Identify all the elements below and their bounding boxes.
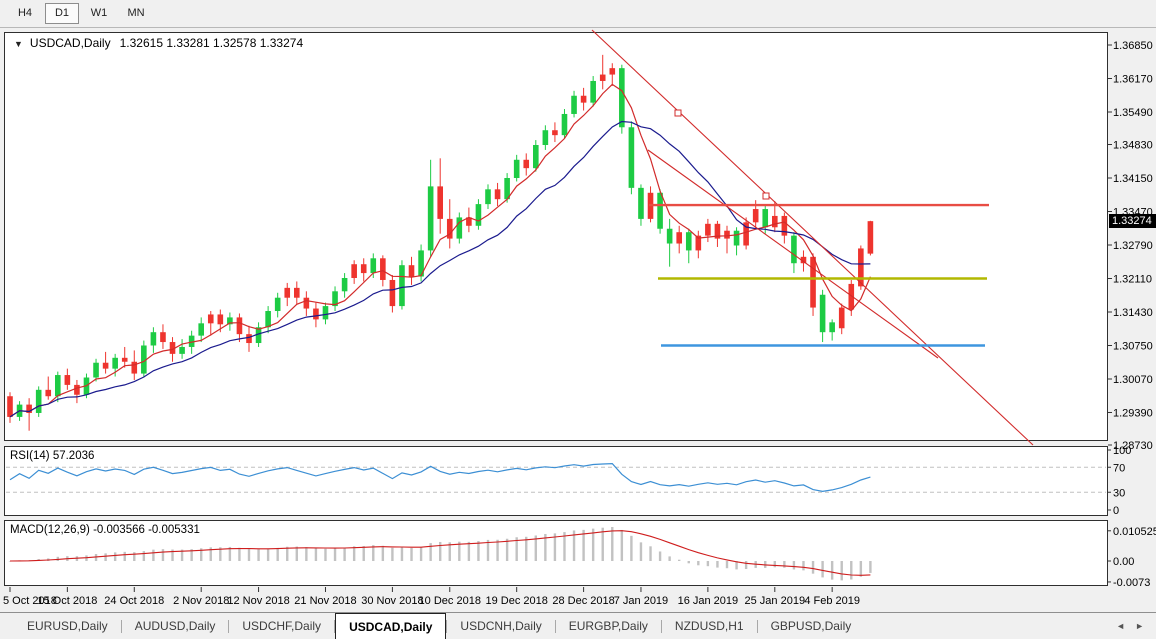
current-price-badge: 1.33274 <box>1109 214 1156 228</box>
macd-axis: 0.010525 0.00 -0.0073 <box>1108 526 1156 589</box>
svg-text:1.32110: 1.32110 <box>1113 273 1152 285</box>
tab-scroll-left-icon[interactable]: ◄ <box>1116 621 1126 631</box>
svg-text:1.35490: 1.35490 <box>1113 107 1153 119</box>
rsi-axis: 100 70 30 0 <box>1108 445 1131 517</box>
panel-frames <box>4 32 1108 586</box>
svg-text:1.31430: 1.31430 <box>1113 307 1153 319</box>
svg-text:19 Dec 2018: 19 Dec 2018 <box>485 595 547 607</box>
timeframe-tab-W1[interactable]: W1 <box>90 7 108 19</box>
rsi-indicator-label: RSI(14) 57.2036 <box>10 450 95 462</box>
rsi-line <box>9 462 871 493</box>
macd-indicator-label: MACD(12,26,9) -0.003566 -0.005331 <box>10 524 200 536</box>
timeframe-tab-D1[interactable]: D1 <box>45 3 79 24</box>
trendline-handle <box>674 109 682 117</box>
macd-signal-line <box>9 530 871 576</box>
svg-text:30 Nov 2018: 30 Nov 2018 <box>361 595 423 607</box>
candlestick-series <box>7 54 874 431</box>
symbol-tab-NZDUSD-H1[interactable]: NZDUSD,H1 <box>674 618 744 633</box>
fast-ma-line <box>9 83 871 418</box>
svg-text:1.30750: 1.30750 <box>1113 340 1153 352</box>
svg-text:1.34830: 1.34830 <box>1113 140 1153 152</box>
svg-text:1.30070: 1.30070 <box>1113 374 1153 386</box>
tab-separator <box>446 619 448 633</box>
chart-symbol-label: USDCAD,Daily <box>29 36 111 50</box>
svg-text:16 Jan 2019: 16 Jan 2019 <box>678 595 739 607</box>
svg-text:100: 100 <box>1113 445 1131 457</box>
svg-text:7 Jan 2019: 7 Jan 2019 <box>614 595 668 607</box>
svg-text:1.29390: 1.29390 <box>1113 407 1153 419</box>
svg-text:15 Oct 2018: 15 Oct 2018 <box>37 595 97 607</box>
tab-separator <box>120 619 122 633</box>
symbol-tab-EURUSD-Daily[interactable]: EURUSD,Daily <box>27 618 108 633</box>
svg-text:2 Nov 2018: 2 Nov 2018 <box>173 595 229 607</box>
descending-trendline-main[interactable] <box>591 29 1034 446</box>
timeframe-tab-H4[interactable]: H4 <box>17 7 33 19</box>
svg-text:70: 70 <box>1113 462 1125 474</box>
symbol-tab-USDCAD-Daily[interactable]: USDCAD,Daily <box>335 613 447 639</box>
chart-ohlc-values: 1.32615 1.33281 1.32578 1.33274 <box>119 36 304 50</box>
svg-text:28 Dec 2018: 28 Dec 2018 <box>552 595 614 607</box>
svg-text:10 Dec 2018: 10 Dec 2018 <box>419 595 481 607</box>
svg-text:1.36850: 1.36850 <box>1113 40 1153 52</box>
svg-text:1.36170: 1.36170 <box>1113 74 1153 86</box>
chart-title: ▼ USDCAD,Daily 1.32615 1.33281 1.32578 1.3… <box>14 36 303 50</box>
tab-separator <box>228 619 230 633</box>
svg-text:21 Nov 2018: 21 Nov 2018 <box>294 595 356 607</box>
svg-text:1.28730: 1.28730 <box>1113 440 1153 452</box>
symbol-dropdown-icon[interactable]: ▼ <box>14 39 23 49</box>
descending-trendline-secondary[interactable] <box>647 149 939 359</box>
svg-text:25 Jan 2019: 25 Jan 2019 <box>745 595 806 607</box>
timeframe-toolbar: H4 D1 W1 MN <box>0 0 1156 28</box>
trendline-handle <box>762 192 770 200</box>
svg-text:1.32790: 1.32790 <box>1113 240 1153 252</box>
symbol-tab-AUDUSD-Daily[interactable]: AUDUSD,Daily <box>134 618 216 633</box>
tab-separator <box>554 619 556 633</box>
symbol-tab-GBPUSD-Daily[interactable]: GBPUSD,Daily <box>770 618 852 633</box>
tab-separator <box>660 619 662 633</box>
svg-text:5 Oct 2018: 5 Oct 2018 <box>3 595 57 607</box>
svg-text:1.34150: 1.34150 <box>1113 173 1153 185</box>
svg-text:30: 30 <box>1113 487 1125 499</box>
symbol-tabbar: EURUSD,Daily AUDUSD,Daily USDCHF,Daily USDC… <box>0 612 1156 639</box>
macd-histogram <box>8 527 872 581</box>
svg-text:0.00: 0.00 <box>1113 556 1134 568</box>
symbol-tab-USDCHF-Daily[interactable]: USDCHF,Daily <box>242 618 322 633</box>
tab-separator <box>334 619 336 633</box>
svg-text:0: 0 <box>1113 505 1119 517</box>
tab-scroll-right-icon[interactable]: ► <box>1135 621 1144 631</box>
price-axis: 1.368501.361701.354901.348301.341501.334… <box>1108 40 1153 452</box>
svg-text:24 Oct 2018: 24 Oct 2018 <box>104 595 164 607</box>
svg-text:-0.0073: -0.0073 <box>1113 577 1150 589</box>
tab-scroll-arrows: ◄ ► <box>1116 621 1144 631</box>
tab-separator <box>756 619 758 633</box>
svg-text:4 Feb 2019: 4 Feb 2019 <box>804 595 860 607</box>
svg-text:0.010525: 0.010525 <box>1113 526 1156 538</box>
symbol-tab-USDCNH-Daily[interactable]: USDCNH,Daily <box>460 618 542 633</box>
svg-text:12 Nov 2018: 12 Nov 2018 <box>227 595 289 607</box>
timeframe-tab-MN[interactable]: MN <box>127 7 145 19</box>
symbol-tab-EURGBP-Daily[interactable]: EURGBP,Daily <box>568 618 648 633</box>
